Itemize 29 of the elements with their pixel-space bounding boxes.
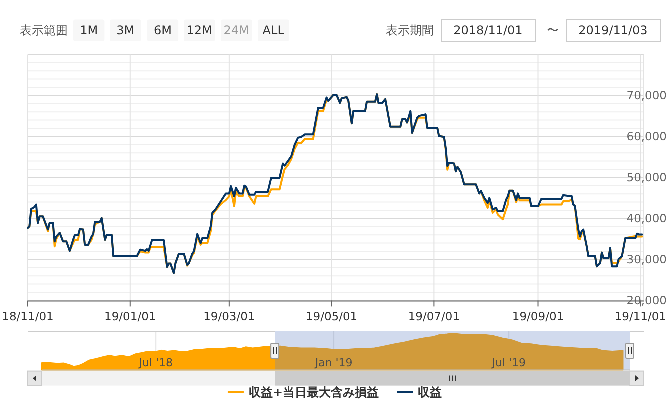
y-tick-label: 30,000 xyxy=(626,252,667,267)
x-tick-label: 19/03/01 xyxy=(204,310,256,324)
text: 2019/11/03 xyxy=(578,24,648,38)
x-tick-label: 19/07/01 xyxy=(408,310,460,324)
y-tick-label: 70,000 xyxy=(626,88,667,103)
text: 表示範囲 xyxy=(20,24,68,38)
text: 6M xyxy=(154,24,172,38)
x-tick-label: Jul '19 xyxy=(491,356,526,369)
x-tick-label: 19/09/01 xyxy=(512,310,564,324)
x-tick-label: 18/11/01 xyxy=(2,310,54,324)
legend-label: 収益 xyxy=(418,386,442,400)
x-tick-label: Jul '18 xyxy=(138,356,174,369)
x-tick-label: 19/11/01 xyxy=(614,310,666,324)
text: 表示期間 xyxy=(386,24,434,38)
text: 2018/11/01 xyxy=(454,24,523,38)
x-tick-label: 19/05/01 xyxy=(306,310,358,324)
y-tick-label: 40,000 xyxy=(626,212,667,226)
y-tick-label: 20,000 xyxy=(626,294,667,308)
x-tick-label: 19/01/01 xyxy=(104,310,156,324)
text: 1M xyxy=(80,24,98,38)
text: ALL xyxy=(262,24,285,38)
text: 3M xyxy=(116,24,135,38)
text: 12M xyxy=(186,24,212,38)
text: 〜 xyxy=(547,24,559,38)
y-tick-label: 50,000 xyxy=(626,170,667,185)
legend-label: 収益+当日最大含み損益 xyxy=(248,386,380,400)
x-tick-label: Jan '19 xyxy=(314,356,353,369)
text: 24M xyxy=(224,24,250,38)
y-tick-label: 60,000 xyxy=(626,130,667,144)
